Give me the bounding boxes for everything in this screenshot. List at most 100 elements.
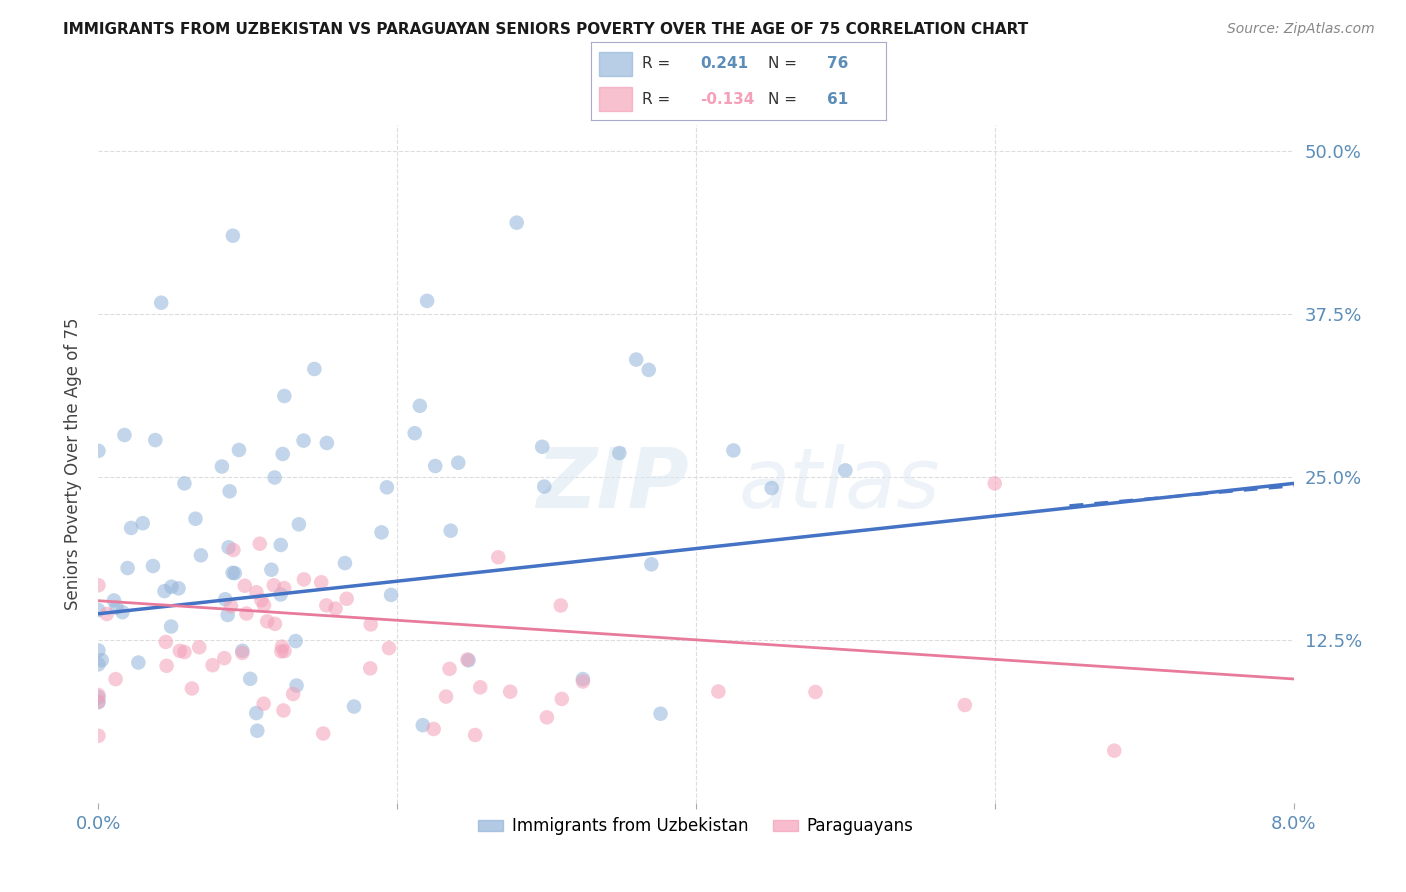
Point [211, 459, 233, 474]
Text: R =: R = [643, 56, 671, 71]
Point [439, 662, 461, 676]
Point [143, 433, 166, 447]
Text: N =: N = [768, 56, 797, 71]
Point [188, 640, 211, 655]
Point [253, 697, 276, 711]
Point [263, 470, 285, 484]
Text: ZIP: ZIP [536, 443, 689, 524]
Point [218, 541, 240, 555]
Y-axis label: Seniors Poverty Over the Age of 75: Seniors Poverty Over the Age of 75 [65, 318, 83, 610]
Point [292, 573, 315, 587]
Point [190, 549, 212, 563]
Point [184, 512, 207, 526]
Point [284, 634, 307, 648]
Point [169, 644, 191, 658]
Point [256, 615, 278, 629]
Bar [599, 52, 631, 76]
Point [239, 672, 262, 686]
Point [572, 672, 595, 686]
Point [235, 607, 257, 621]
Point [486, 550, 509, 565]
Point [292, 434, 315, 448]
Point [309, 575, 332, 590]
Point [288, 517, 311, 532]
Point [550, 599, 572, 613]
Point [440, 524, 463, 538]
Point [761, 481, 783, 495]
Point [456, 652, 478, 666]
Point [380, 588, 402, 602]
Point [214, 651, 236, 665]
Point [315, 436, 337, 450]
Point [214, 592, 236, 607]
Point [637, 363, 659, 377]
Point [246, 723, 269, 738]
Point [132, 516, 155, 531]
Point [245, 585, 267, 599]
Point [120, 521, 142, 535]
Point [359, 661, 381, 675]
Point [231, 646, 253, 660]
Point [409, 399, 432, 413]
Point [90, 653, 112, 667]
Point [271, 640, 294, 654]
Point [447, 456, 470, 470]
Point [304, 362, 326, 376]
Point [609, 446, 631, 460]
Point [253, 598, 276, 612]
Point [707, 684, 730, 698]
Point [273, 581, 295, 595]
Point [626, 352, 648, 367]
Point [723, 443, 745, 458]
Point [167, 582, 190, 596]
Point [111, 605, 134, 619]
Point [434, 690, 457, 704]
Point [834, 463, 856, 477]
Point [336, 591, 359, 606]
Point [87, 688, 110, 702]
Point [533, 479, 555, 493]
Point [153, 584, 176, 599]
Point [464, 728, 486, 742]
Text: R =: R = [643, 92, 671, 107]
Point [499, 684, 522, 698]
Point [470, 681, 492, 695]
Point [87, 729, 110, 743]
Point [804, 685, 827, 699]
Point [378, 641, 401, 656]
Point [457, 653, 479, 667]
Point [173, 645, 195, 659]
Point [249, 537, 271, 551]
Point [425, 458, 447, 473]
Point [156, 658, 179, 673]
Point [315, 599, 337, 613]
Point [231, 644, 253, 658]
Point [572, 674, 595, 689]
Point [233, 579, 256, 593]
Text: 61: 61 [827, 92, 848, 107]
Point [160, 580, 183, 594]
Point [117, 561, 139, 575]
Point [273, 389, 295, 403]
Point [270, 538, 292, 552]
Point [263, 578, 285, 592]
Point [650, 706, 672, 721]
Text: Source: ZipAtlas.com: Source: ZipAtlas.com [1227, 22, 1375, 37]
Point [173, 476, 195, 491]
Point [155, 635, 177, 649]
Point [273, 644, 295, 658]
Point [273, 703, 295, 717]
Point [87, 443, 110, 458]
Point [536, 710, 558, 724]
Point [270, 587, 292, 601]
Text: -0.134: -0.134 [700, 92, 754, 107]
Point [218, 484, 240, 499]
Point [360, 617, 382, 632]
Point [114, 428, 136, 442]
Point [104, 672, 127, 686]
Point [142, 559, 165, 574]
Point [260, 563, 283, 577]
Point [412, 718, 434, 732]
Point [1104, 744, 1126, 758]
Point [87, 690, 110, 704]
